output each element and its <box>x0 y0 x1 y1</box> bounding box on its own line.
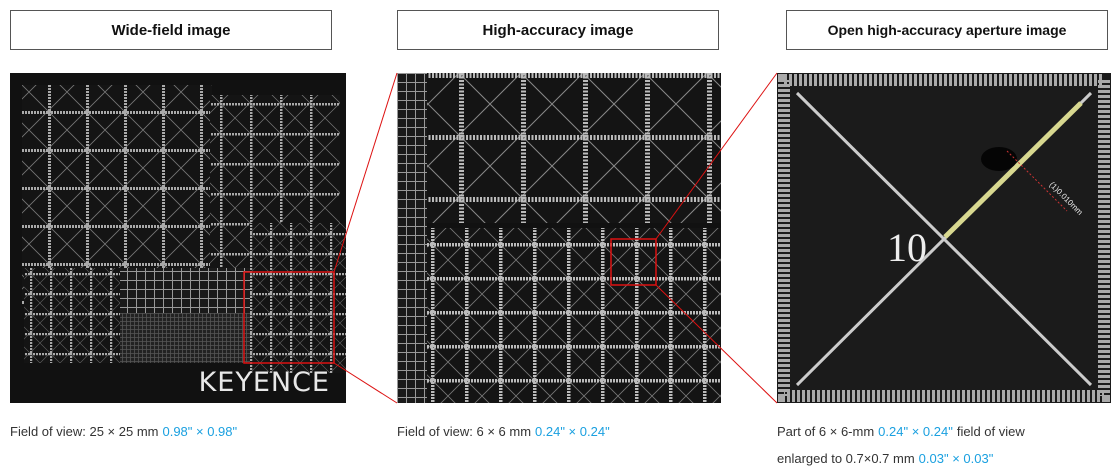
caption-line: Field of view: 6 × 6 mm 0.24" × 0.24" <box>397 418 614 445</box>
caption-text: Field of view: 6 × 6 mm <box>397 424 531 439</box>
caption-inch: 0.24" × 0.24" <box>535 424 610 439</box>
page: Wide-field image High-accuracy image Ope… <box>0 0 1114 464</box>
wide-field-image: KEYENCE <box>10 73 346 403</box>
caption-inch: 0.24" × 0.24" <box>878 424 953 439</box>
caption-text: Field of view: 25 × 25 mm <box>10 424 158 439</box>
image-label: 10 <box>887 225 927 270</box>
caption-text: field of view <box>957 424 1025 439</box>
aperture-image: 10 (1)0.010mm <box>777 73 1111 403</box>
caption-line: Part of 6 × 6-mm 0.24" × 0.24" field of vi… <box>777 418 1029 445</box>
panel-title: Wide-field image <box>10 10 332 50</box>
panel-title: High-accuracy image <box>397 10 719 50</box>
caption-text: Part of 6 × 6-mm <box>777 424 874 439</box>
panel-title: Open high-accuracy aperture image <box>786 10 1108 50</box>
high-accuracy-image <box>397 73 721 403</box>
logo: KEYENCE <box>199 367 330 398</box>
caption-line: Field of view: 25 × 25 mm 0.98" × 0.98" <box>10 418 241 445</box>
caption-inch: 0.98" × 0.98" <box>162 424 237 439</box>
